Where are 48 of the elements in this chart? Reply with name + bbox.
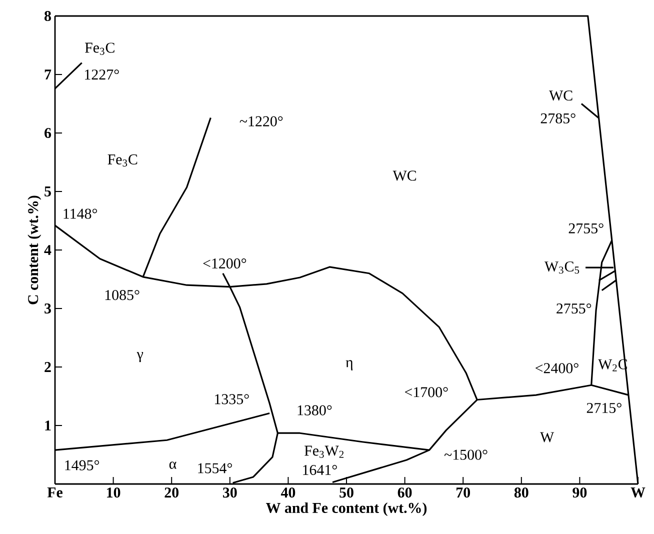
annotation: 2755°: [568, 223, 604, 234]
annotation: η: [346, 360, 353, 370]
annotation: <1700°: [404, 387, 448, 398]
x-tick-label: 50: [340, 488, 354, 498]
x-tick-label: 70: [456, 488, 470, 498]
annotation: 1148°: [64, 208, 97, 219]
y-tick-label: 3: [44, 303, 51, 314]
annotation: 2755°: [556, 303, 592, 314]
annotation: ~1500°: [444, 450, 488, 460]
x-tick-label: 60: [398, 488, 412, 498]
annotation: 1554°: [198, 463, 232, 474]
x-tick-label: 40: [280, 488, 296, 498]
annotation: 2785°: [540, 113, 576, 124]
y-tick-label: 1: [45, 420, 51, 430]
y-axis-title: C content (wt.%): [28, 196, 42, 304]
annotation: W$_{3}$C$_{5}$: [544, 261, 580, 274]
annotation: 2715°: [586, 402, 622, 413]
x-tick-label: 80: [514, 488, 528, 498]
y-tick-label: 8: [44, 10, 51, 22]
annotation: <2400°: [536, 363, 578, 374]
annotation: γ: [136, 352, 144, 362]
x-tick-label: 10: [107, 488, 120, 498]
y-tick-label: 7: [44, 70, 52, 80]
annotation: Fe$_{3}$W$_{2}$: [304, 446, 344, 458]
x-tick-label: 90: [572, 488, 587, 498]
x-tick-label: Fe: [47, 488, 62, 498]
y-tick-label: 2: [44, 362, 51, 372]
x-tick-label: W: [630, 488, 646, 498]
annotation: 1335°: [215, 394, 249, 404]
annotation: 1495°: [65, 460, 100, 470]
annotation: WC: [549, 90, 572, 101]
annotation: 1227°: [85, 70, 119, 80]
y-tick-label: 4: [44, 245, 52, 255]
annotation: 1085°: [105, 290, 140, 300]
x-tick-label: 30: [222, 488, 237, 498]
annotation: 1380°: [298, 405, 332, 416]
x-tick-label: 20: [164, 488, 179, 498]
annotation: ~1220°: [240, 116, 283, 126]
y-tick-label: 6: [44, 128, 52, 138]
annotation: Fe$_{3}$C: [85, 42, 114, 55]
annotation: WC: [392, 170, 416, 181]
annotation: W: [540, 432, 554, 442]
annotation: <1200°: [203, 258, 246, 268]
x-axis-title: W and Fe content (wt.%): [266, 502, 427, 516]
annotation: α: [169, 462, 176, 469]
y-tick-label: 5: [44, 186, 51, 196]
annotation: 1641°: [303, 464, 337, 475]
annotation: Fe$_{3}$C: [108, 154, 138, 167]
